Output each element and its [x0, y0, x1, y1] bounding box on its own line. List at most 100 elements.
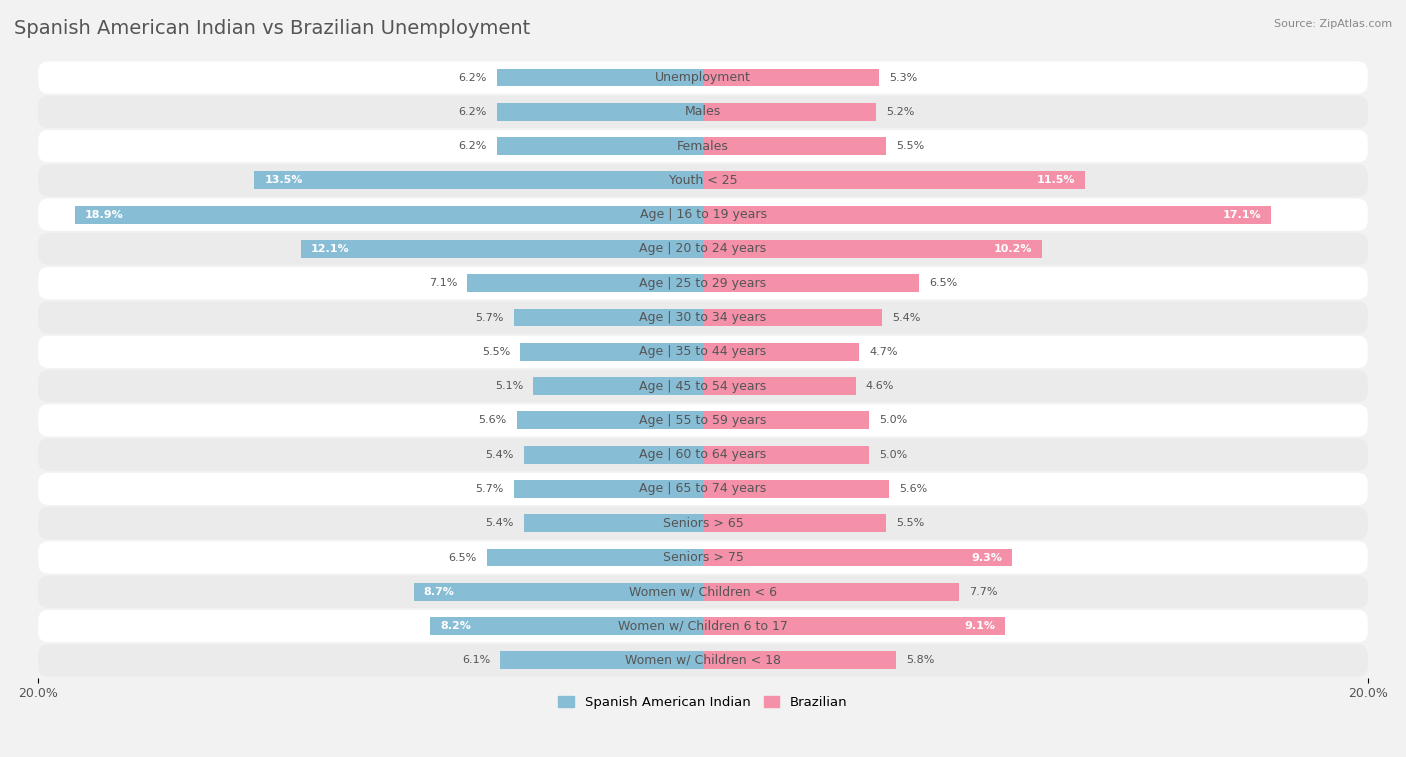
Text: 7.1%: 7.1%: [429, 279, 457, 288]
Text: 9.3%: 9.3%: [972, 553, 1002, 562]
Text: Youth < 25: Youth < 25: [669, 174, 737, 187]
Text: Age | 55 to 59 years: Age | 55 to 59 years: [640, 414, 766, 427]
Bar: [301, 240, 703, 258]
Text: 18.9%: 18.9%: [84, 210, 124, 220]
Text: 5.5%: 5.5%: [896, 519, 924, 528]
FancyBboxPatch shape: [38, 404, 1368, 437]
Text: 5.7%: 5.7%: [475, 313, 503, 322]
FancyBboxPatch shape: [38, 575, 1368, 608]
Text: Age | 30 to 34 years: Age | 30 to 34 years: [640, 311, 766, 324]
Text: Women w/ Children < 18: Women w/ Children < 18: [626, 654, 780, 667]
Text: 4.6%: 4.6%: [866, 381, 894, 391]
Bar: [703, 206, 1271, 223]
Bar: [513, 309, 703, 326]
Text: 5.6%: 5.6%: [478, 416, 508, 425]
Text: 5.4%: 5.4%: [485, 519, 513, 528]
Bar: [413, 583, 703, 601]
Bar: [703, 343, 859, 361]
FancyBboxPatch shape: [38, 164, 1368, 197]
Text: Age | 35 to 44 years: Age | 35 to 44 years: [640, 345, 766, 358]
Text: Age | 25 to 29 years: Age | 25 to 29 years: [640, 277, 766, 290]
Text: Age | 45 to 54 years: Age | 45 to 54 years: [640, 379, 766, 393]
Text: 6.1%: 6.1%: [463, 656, 491, 665]
Bar: [520, 343, 703, 361]
Text: 6.2%: 6.2%: [458, 73, 486, 83]
FancyBboxPatch shape: [38, 507, 1368, 539]
Text: Age | 60 to 64 years: Age | 60 to 64 years: [640, 448, 766, 461]
Bar: [703, 652, 896, 669]
Bar: [430, 617, 703, 635]
Bar: [75, 206, 703, 223]
Text: 5.4%: 5.4%: [893, 313, 921, 322]
FancyBboxPatch shape: [38, 95, 1368, 128]
Bar: [496, 69, 703, 86]
Bar: [523, 514, 703, 532]
Text: 5.5%: 5.5%: [482, 347, 510, 357]
Text: Females: Females: [678, 139, 728, 153]
Text: 5.2%: 5.2%: [886, 107, 914, 117]
Text: 5.8%: 5.8%: [905, 656, 934, 665]
Bar: [703, 480, 889, 498]
Text: 5.0%: 5.0%: [879, 450, 907, 459]
FancyBboxPatch shape: [38, 473, 1368, 505]
Bar: [517, 412, 703, 429]
Text: Seniors > 75: Seniors > 75: [662, 551, 744, 564]
FancyBboxPatch shape: [38, 610, 1368, 642]
Bar: [703, 103, 876, 121]
Bar: [703, 583, 959, 601]
FancyBboxPatch shape: [38, 335, 1368, 368]
Text: Source: ZipAtlas.com: Source: ZipAtlas.com: [1274, 19, 1392, 29]
Text: Seniors > 65: Seniors > 65: [662, 517, 744, 530]
Text: 11.5%: 11.5%: [1036, 176, 1076, 185]
Text: Males: Males: [685, 105, 721, 118]
Text: 10.2%: 10.2%: [994, 244, 1032, 254]
Bar: [703, 446, 869, 463]
Bar: [467, 274, 703, 292]
FancyBboxPatch shape: [38, 198, 1368, 231]
FancyBboxPatch shape: [38, 233, 1368, 265]
Text: 5.0%: 5.0%: [879, 416, 907, 425]
Text: 5.1%: 5.1%: [495, 381, 523, 391]
Legend: Spanish American Indian, Brazilian: Spanish American Indian, Brazilian: [553, 690, 853, 714]
Bar: [496, 103, 703, 121]
FancyBboxPatch shape: [38, 61, 1368, 94]
Bar: [703, 377, 856, 395]
Text: 13.5%: 13.5%: [264, 176, 302, 185]
Text: 7.7%: 7.7%: [969, 587, 997, 597]
Text: 6.2%: 6.2%: [458, 141, 486, 151]
FancyBboxPatch shape: [38, 267, 1368, 299]
FancyBboxPatch shape: [38, 370, 1368, 402]
Text: 5.4%: 5.4%: [485, 450, 513, 459]
Text: 6.5%: 6.5%: [929, 279, 957, 288]
Bar: [703, 240, 1042, 258]
Text: 8.2%: 8.2%: [440, 621, 471, 631]
Text: 4.7%: 4.7%: [869, 347, 897, 357]
Bar: [703, 137, 886, 155]
Text: 12.1%: 12.1%: [311, 244, 350, 254]
FancyBboxPatch shape: [38, 130, 1368, 162]
FancyBboxPatch shape: [38, 644, 1368, 677]
FancyBboxPatch shape: [38, 301, 1368, 334]
Text: Age | 16 to 19 years: Age | 16 to 19 years: [640, 208, 766, 221]
Text: Women w/ Children 6 to 17: Women w/ Children 6 to 17: [619, 619, 787, 633]
FancyBboxPatch shape: [38, 541, 1368, 574]
Text: 5.7%: 5.7%: [475, 484, 503, 494]
Bar: [501, 652, 703, 669]
Text: 5.5%: 5.5%: [896, 141, 924, 151]
Text: 17.1%: 17.1%: [1223, 210, 1261, 220]
Bar: [703, 274, 920, 292]
Text: 6.2%: 6.2%: [458, 107, 486, 117]
Bar: [254, 172, 703, 189]
Bar: [703, 617, 1005, 635]
Text: Women w/ Children < 6: Women w/ Children < 6: [628, 585, 778, 598]
Text: 5.6%: 5.6%: [898, 484, 928, 494]
Text: Unemployment: Unemployment: [655, 71, 751, 84]
Text: Age | 65 to 74 years: Age | 65 to 74 years: [640, 482, 766, 496]
Bar: [486, 549, 703, 566]
Bar: [513, 480, 703, 498]
Text: 5.3%: 5.3%: [889, 73, 917, 83]
Bar: [703, 514, 886, 532]
Bar: [703, 549, 1012, 566]
Bar: [703, 412, 869, 429]
Text: Spanish American Indian vs Brazilian Unemployment: Spanish American Indian vs Brazilian Une…: [14, 19, 530, 38]
